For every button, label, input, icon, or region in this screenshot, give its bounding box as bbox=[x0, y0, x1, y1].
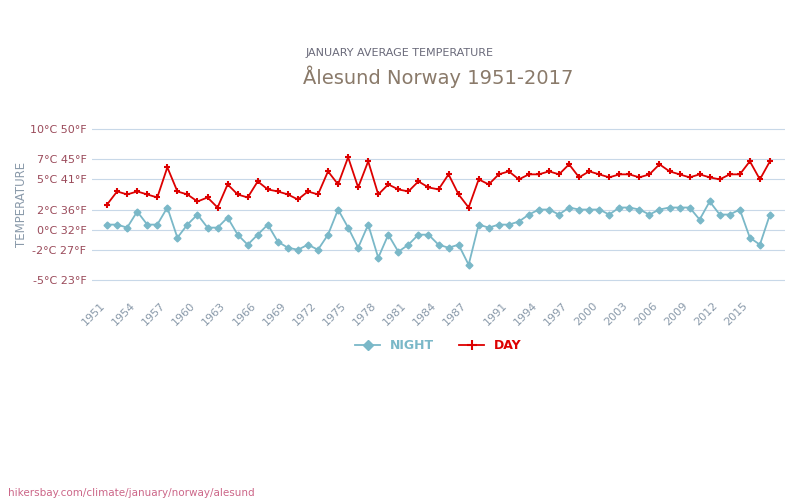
Title: Ålesund Norway 1951-2017: Ålesund Norway 1951-2017 bbox=[303, 65, 574, 88]
Legend: NIGHT, DAY: NIGHT, DAY bbox=[350, 334, 527, 357]
Y-axis label: TEMPERATURE: TEMPERATURE bbox=[15, 162, 28, 247]
Text: hikersbay.com/climate/january/norway/alesund: hikersbay.com/climate/january/norway/ale… bbox=[8, 488, 254, 498]
Text: JANUARY AVERAGE TEMPERATURE: JANUARY AVERAGE TEMPERATURE bbox=[306, 48, 494, 58]
